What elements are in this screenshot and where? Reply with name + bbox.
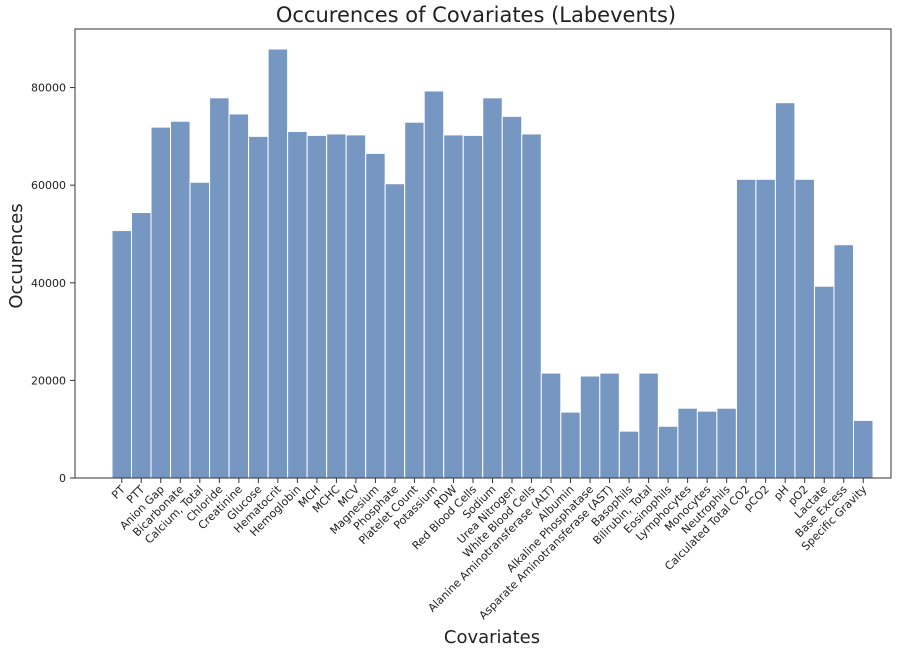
bar-18	[462, 134, 484, 479]
bar-10	[306, 134, 328, 479]
bar-32	[735, 178, 757, 479]
plot-frame	[74, 28, 892, 479]
bar-36	[813, 285, 835, 479]
bar-16	[423, 90, 445, 479]
bar-19	[482, 97, 503, 479]
bar-2	[150, 126, 172, 479]
bar-9	[287, 130, 308, 479]
bar-24	[579, 375, 601, 479]
y-axis-ticks: 0 20000 40000 60000 80000	[31, 82, 75, 485]
bar-14	[384, 183, 406, 479]
y-axis-label: Occurences	[6, 203, 27, 308]
y-tick-label-2: 40000	[31, 277, 66, 290]
x-axis-label: Covariates	[444, 627, 540, 648]
bar-38	[852, 419, 874, 479]
bar-25	[599, 372, 620, 479]
bar-6	[228, 113, 250, 479]
y-tick-label-4: 80000	[31, 82, 66, 95]
bar-28	[657, 425, 679, 479]
bar-12	[345, 134, 367, 479]
bar-30	[696, 410, 718, 479]
bar-17	[443, 134, 464, 479]
bar-27	[638, 372, 659, 479]
bar-26	[618, 430, 640, 479]
bar-31	[716, 407, 737, 479]
bar-8	[267, 48, 289, 479]
y-tick-label-1: 20000	[31, 374, 66, 387]
y-tick-label-3: 60000	[31, 179, 66, 192]
bar-3	[170, 120, 191, 479]
bar-33	[755, 178, 776, 479]
bar-22	[540, 372, 562, 479]
bar-11	[326, 133, 347, 479]
bar-13	[365, 152, 386, 479]
bar-15	[404, 121, 425, 479]
bar-29	[677, 407, 698, 479]
bar-5	[209, 97, 230, 479]
bar-4	[189, 181, 211, 479]
bars-group	[111, 48, 874, 479]
bar-37	[833, 244, 854, 479]
y-tick-label-0: 0	[59, 472, 66, 485]
bar-34	[774, 102, 796, 479]
bar-35	[794, 178, 815, 479]
bar-21	[521, 133, 542, 479]
bar-7	[248, 135, 269, 479]
bar-1	[131, 212, 152, 479]
bar-0	[111, 230, 133, 479]
bar-23	[560, 411, 581, 479]
bar-20	[501, 115, 523, 479]
chart-title: Occurences of Covariates (Labevents)	[276, 3, 676, 27]
